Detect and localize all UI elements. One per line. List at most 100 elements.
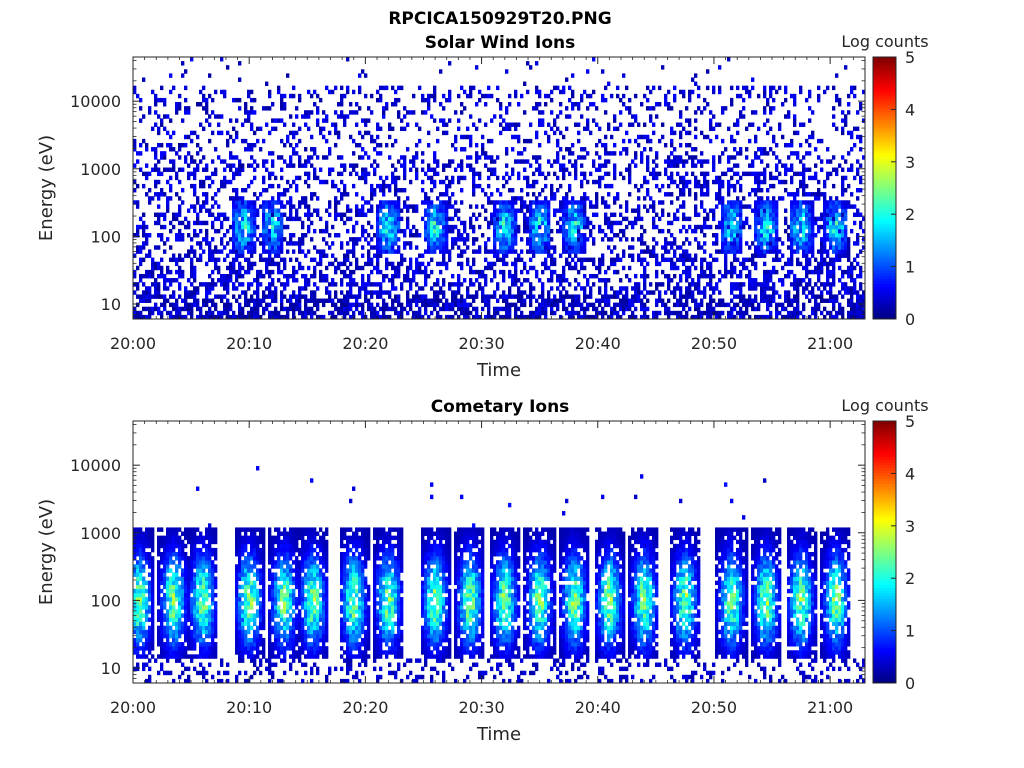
heatmap-cell: [766, 224, 770, 230]
heatmap-cell: [457, 228, 461, 234]
heatmap-cell: [667, 228, 671, 234]
heatmap-cell: [529, 224, 533, 230]
heatmap-cell: [673, 163, 677, 168]
heatmap-cell: [196, 212, 200, 217]
heatmap-cell: [550, 302, 554, 308]
heatmap-cell: [736, 163, 740, 168]
heatmap-cell: [310, 237, 314, 242]
heatmap-cell: [385, 212, 389, 217]
heatmap-cell: [304, 196, 308, 201]
heatmap-cell: [358, 286, 362, 291]
heatmap-cell: [319, 257, 323, 263]
heatmap-cell: [574, 224, 578, 230]
heatmap-cell: [376, 249, 380, 254]
heatmap-cell: [181, 142, 185, 148]
heatmap-cell: [733, 138, 737, 144]
heatmap-cell: [439, 208, 443, 213]
heatmap-cell: [694, 147, 698, 152]
heatmap-cell: [364, 179, 368, 185]
heatmap-cell: [361, 302, 365, 308]
heatmap-cell: [580, 220, 584, 226]
heatmap-cell: [475, 159, 479, 164]
heatmap-cell: [757, 216, 761, 222]
heatmap-cell: [436, 224, 440, 230]
heatmap-cell: [298, 294, 302, 299]
heatmap-cell: [451, 306, 455, 312]
heatmap-cell: [385, 228, 389, 234]
heatmap-cell: [508, 212, 512, 217]
heatmap-cell: [145, 147, 149, 152]
heatmap-cell: [223, 183, 227, 189]
heatmap-cell: [796, 306, 800, 312]
heatmap-cell: [466, 163, 470, 168]
heatmap-cell: [151, 273, 155, 279]
heatmap-cell: [262, 220, 266, 226]
heatmap-cell: [412, 93, 416, 99]
heatmap-cell: [337, 298, 341, 303]
heatmap-cell: [487, 265, 491, 271]
heatmap-cell: [385, 233, 389, 238]
heatmap-cell: [283, 188, 287, 193]
heatmap-cell: [703, 171, 707, 177]
heatmap-cell: [499, 102, 503, 107]
heatmap-cell: [367, 298, 371, 303]
heatmap-cell: [793, 212, 797, 217]
heatmap-cell: [643, 134, 647, 140]
heatmap-cell: [538, 200, 542, 205]
heatmap-cell: [463, 278, 467, 283]
heatmap-cell: [685, 118, 689, 123]
heatmap-cell: [193, 192, 197, 197]
heatmap-cell: [355, 241, 359, 246]
heatmap-cell: [754, 208, 758, 213]
heatmap-cell: [637, 196, 641, 201]
heatmap-cell: [304, 204, 308, 209]
heatmap-cell: [733, 171, 737, 177]
heatmap-cell: [682, 183, 686, 189]
heatmap-cell: [277, 224, 281, 230]
heatmap-cell: [439, 228, 443, 234]
heatmap-cell: [370, 269, 374, 275]
heatmap-cell: [712, 212, 716, 217]
heatmap-cell: [328, 245, 332, 250]
heatmap-cell: [730, 204, 734, 209]
heatmap-cell: [622, 253, 626, 258]
heatmap-cell: [496, 233, 500, 238]
heatmap-cell: [430, 228, 434, 234]
heatmap-cell: [226, 179, 230, 185]
heatmap-cell: [247, 204, 251, 209]
heatmap-cell: [148, 298, 152, 303]
heatmap-cell: [172, 167, 176, 172]
heatmap-cell: [688, 306, 692, 312]
heatmap-cell: [784, 306, 788, 312]
heatmap-cell: [280, 257, 284, 263]
heatmap-cell: [352, 89, 356, 95]
heatmap-cell: [742, 282, 746, 287]
heatmap-cell: [454, 200, 458, 205]
heatmap-cell: [214, 216, 218, 222]
heatmap-cell: [655, 114, 659, 119]
heatmap-cell: [538, 204, 542, 209]
heatmap-cell: [655, 314, 659, 320]
heatmap-cell: [382, 245, 386, 250]
heatmap-cell: [685, 294, 689, 299]
heatmap-cell: [493, 241, 497, 246]
heatmap-cell: [241, 310, 245, 316]
heatmap-cell: [661, 253, 665, 258]
heatmap-cell: [523, 110, 527, 115]
heatmap-cell: [136, 245, 140, 250]
heatmap-cell: [727, 159, 731, 164]
heatmap-cell: [640, 290, 644, 295]
heatmap-cell: [505, 314, 509, 320]
heatmap-cell: [169, 196, 173, 201]
heatmap-cell: [568, 224, 572, 230]
heatmap-cell: [766, 237, 770, 242]
heatmap-cell: [196, 220, 200, 226]
heatmap-cell: [427, 196, 431, 201]
heatmap-cell: [487, 196, 491, 201]
heatmap-cell: [457, 253, 461, 258]
heatmap-cell: [496, 310, 500, 316]
heatmap-cell: [691, 77, 695, 82]
heatmap-cell: [739, 282, 743, 287]
heatmap-cell: [367, 278, 371, 283]
